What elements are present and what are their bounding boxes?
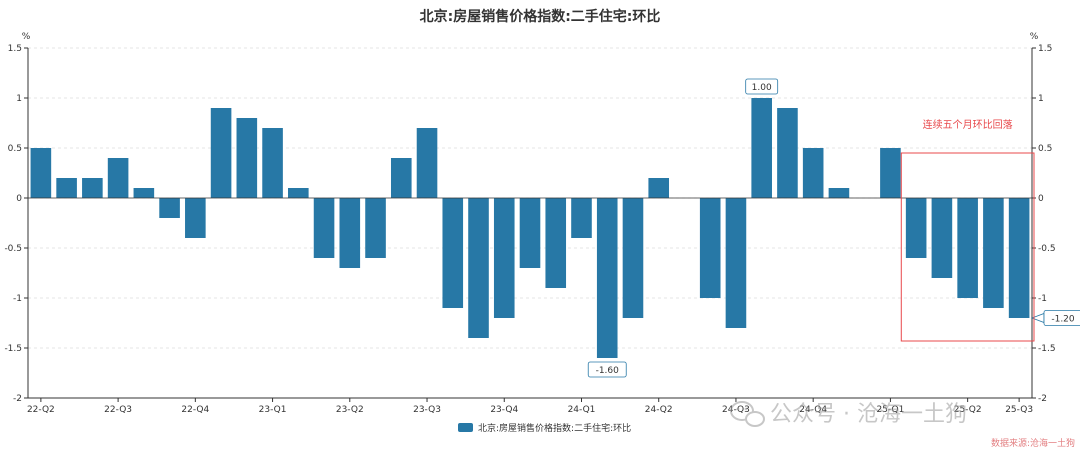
bar[interactable] [828,188,850,198]
bar[interactable] [30,148,52,198]
bar[interactable] [133,188,155,198]
data-label-callout: -1.60 [587,361,627,378]
annotation-box [900,152,1035,342]
bar[interactable] [365,198,386,258]
bar[interactable] [725,198,747,328]
x-axis: 22-Q2 22-Q3 22-Q4 23-Q1 23-Q2 23-Q3 23-Q4 24-Q1… [27,397,1033,415]
bar[interactable] [545,198,567,288]
legend[interactable]: 北京:房屋销售价格指数:二手住宅:环比 [458,422,631,434]
y-tick-label-right: -2 [1038,394,1047,404]
bar[interactable] [339,198,361,268]
bar[interactable] [416,128,438,198]
callout-box [587,361,627,378]
y-tick-label-right: 0 [1038,194,1044,204]
bar[interactable] [442,198,464,308]
bar[interactable] [468,198,489,338]
bar[interactable] [931,198,953,278]
bar[interactable] [390,158,412,198]
bar[interactable] [905,198,927,258]
wechat-icon [730,401,765,427]
x-tick-label: 24-Q4 [799,405,827,415]
bar[interactable] [159,198,180,218]
source-note: 数据来源:沧海一土狗 [991,437,1075,449]
data-label-callout: -1.20 [1030,310,1080,326]
left-axis-unit: % [22,32,31,42]
bar[interactable] [493,198,515,318]
x-tick-label: 25-Q2 [954,405,982,415]
x-tick-label: 23-Q3 [413,405,441,415]
bar[interactable] [519,198,541,268]
y-tick-label-right: 1.5 [1038,44,1052,54]
bar-series [28,98,1032,358]
bar[interactable] [596,198,618,358]
x-tick-label: 24-Q1 [568,405,596,415]
right-axis: 1.5 1 0.5 0 -0.5 -1 -1.5 -2 [1031,44,1056,404]
x-tick-label: 24-Q2 [645,405,673,415]
x-tick-label: 23-Q2 [336,405,364,415]
y-tick-label-left: 1.5 [8,44,22,54]
data-label: -1.60 [596,366,620,376]
x-tick-label: 23-Q4 [490,405,518,415]
callout-box [1043,310,1080,326]
chart-title: 北京:房屋销售价格指数:二手住宅:环比 [420,8,661,25]
bar[interactable] [82,178,103,198]
legend-swatch [458,423,473,432]
data-label-callout: 1.00 [745,78,779,95]
y-tick-label-left: 0 [16,194,22,204]
bar[interactable] [288,188,309,198]
x-tick-label: 25-Q3 [1005,405,1033,415]
bar[interactable] [622,198,644,318]
bar[interactable] [802,148,824,198]
left-axis: 1.5 1 0.5 0 -0.5 -1 -1.5 -2 [4,44,29,404]
x-tick-label: 25-Q1 [876,405,904,415]
bar[interactable] [262,128,283,198]
y-tick-label-right: -1.5 [1038,344,1056,354]
callout-box [745,78,779,95]
bar[interactable] [236,118,258,198]
y-tick-label-right: 1 [1038,94,1044,104]
data-label: -1.20 [1051,315,1075,325]
y-tick-label-right: 0.5 [1038,144,1052,154]
bar[interactable] [1008,198,1030,318]
y-tick-label-left: 0.5 [8,144,22,154]
y-tick-label-left: 1 [16,94,22,104]
data-labels: 1.00 -1.60 -1.20 [587,78,1080,378]
bar[interactable] [880,148,901,198]
bar[interactable] [777,108,798,198]
y-tick-label-right: -1 [1038,294,1047,304]
bar[interactable] [313,198,335,258]
y-tick-label-right: -0.5 [1038,244,1056,254]
x-tick-label: 22-Q3 [104,405,132,415]
watermark: 公众号 · 沧海一土狗 数据来源:沧海一土狗 [730,401,1075,449]
x-tick-label: 24-Q3 [722,405,750,415]
bar[interactable] [648,178,670,198]
right-axis-unit: % [1030,32,1039,42]
y-tick-label-left: -0.5 [4,244,22,254]
x-tick-label: 23-Q1 [259,405,287,415]
bar[interactable] [571,198,592,238]
bar[interactable] [56,178,77,198]
bar[interactable] [185,198,206,238]
y-tick-label-left: -2 [13,394,22,404]
bar[interactable] [107,158,129,198]
data-label: 1.00 [752,83,772,93]
bar[interactable] [983,198,1004,308]
annotation-text: 连续五个月环比回落 [923,118,1013,131]
y-tick-label-left: -1.5 [4,344,22,354]
bar[interactable] [699,198,721,298]
annotation-group: 连续五个月环比回落 [900,118,1035,342]
y-tick-label-left: -1 [13,294,22,304]
x-tick-label: 22-Q4 [181,405,209,415]
bar[interactable] [210,108,232,198]
bar[interactable] [751,98,772,198]
x-tick-label: 22-Q2 [27,405,55,415]
watermark-text: 公众号 · 沧海一土狗 [770,402,967,427]
legend-label: 北京:房屋销售价格指数:二手住宅:环比 [478,422,631,434]
bar[interactable] [957,198,978,298]
